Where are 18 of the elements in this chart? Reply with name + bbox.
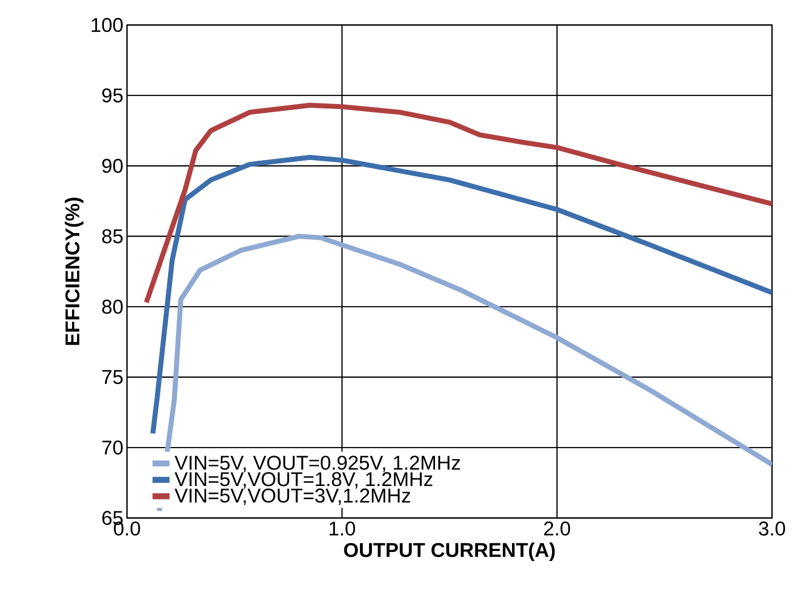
- x-tick-label: 3.0: [758, 522, 786, 536]
- line-series: [156, 234, 772, 514]
- legend-label: VIN=5V,VOUT=3V,1.2MHz: [174, 488, 410, 505]
- y-tick-label: 70: [102, 440, 123, 455]
- y-axis-title: EFFICIENCY(%): [64, 198, 84, 345]
- y-tick-label: 75: [102, 370, 123, 384]
- line-series: [150, 154, 772, 436]
- y-tick-label: 80: [102, 300, 123, 314]
- y-tick-label: 100: [92, 18, 123, 32]
- x-axis-title: OUTPUT CURRENT(A): [344, 542, 555, 562]
- legend-label: VIN=5V, VOUT=0.925V, 1.2MHz: [174, 456, 460, 472]
- y-tick-label: 90: [102, 158, 123, 173]
- legend-label: VIN=5V,VOUT=1.8V, 1.2MHz: [174, 472, 432, 489]
- y-tick-label: 85: [102, 229, 123, 244]
- x-tick-label: 2.0: [544, 522, 570, 536]
- line-series: [144, 102, 772, 305]
- y-tick-label: 95: [102, 88, 123, 102]
- x-tick-label: 1.0: [330, 522, 356, 536]
